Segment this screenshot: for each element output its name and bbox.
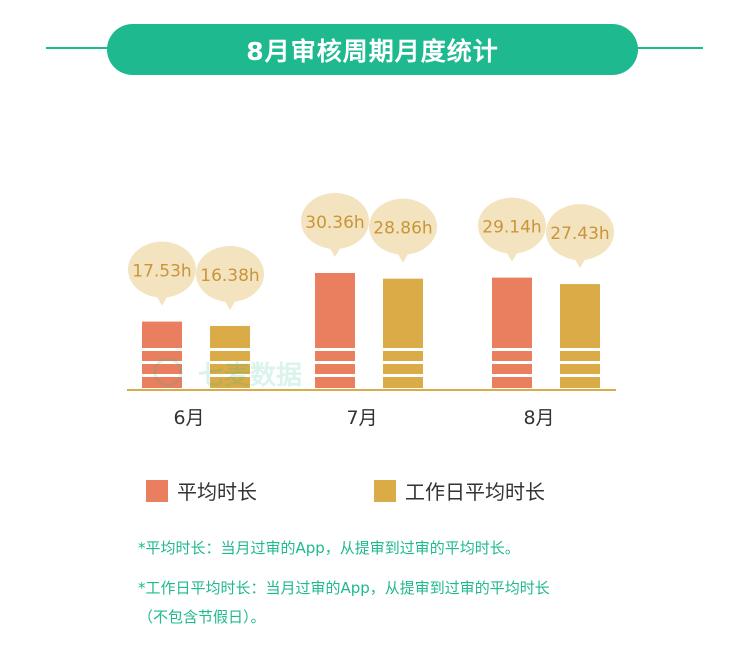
bar-avg-8: [492, 277, 532, 388]
title-line-left: [46, 47, 108, 49]
bar-avg-7: [315, 273, 355, 388]
bubble-shape: [478, 197, 546, 254]
bar-stripe: [492, 348, 532, 351]
value-bubble: 16.38h: [196, 245, 264, 310]
value-bubble: 30.36h: [301, 193, 369, 257]
bubble-shape: [301, 193, 369, 249]
bar-stripe: [315, 348, 355, 351]
bar-stripe: [315, 374, 355, 377]
legend-item-workday: 工作日平均时长: [374, 476, 545, 505]
legend-swatch-avg: [146, 479, 168, 502]
bar-stripe: [383, 361, 423, 364]
bar-chart: 17.53h 30.36h 29.14h 16.38h 28.86h 27.43h 6月 7月…: [127, 193, 616, 429]
bar-stripe: [383, 348, 423, 351]
bar-stripe: [210, 361, 250, 364]
legend-swatch-workday: [374, 479, 396, 502]
page-title: 8月审核周期月度统计: [107, 24, 638, 75]
watermark-text: 七麦数据: [198, 361, 302, 391]
data-label: 29.14h: [482, 218, 541, 238]
value-bubble: 29.14h: [478, 197, 546, 262]
bubble-shape: [546, 204, 614, 261]
bubble-tail: [155, 293, 169, 306]
data-label: 27.43h: [550, 224, 609, 244]
bubble-shape: [128, 241, 196, 298]
note-average: *平均时长：当月过审的App，从提审到过审的平均时长。: [138, 539, 520, 557]
data-label: 16.38h: [200, 266, 259, 286]
watermark-logo-icon: [153, 357, 183, 387]
value-bubble: 27.43h: [546, 204, 614, 269]
x-tick-label: 7月: [346, 407, 377, 429]
bar-avg-6: [142, 321, 182, 388]
legend-label-workday: 工作日平均时长: [405, 480, 545, 504]
bar-workday-7: [383, 278, 423, 388]
data-label: 30.36h: [305, 213, 364, 233]
bubble-tail: [505, 249, 519, 262]
title-line-right: [637, 47, 703, 49]
bubble-shape: [196, 245, 264, 302]
note-workday-cont: （不包含节假日）。: [138, 608, 266, 626]
bubble-tail: [223, 297, 237, 310]
bubble-shape: [369, 198, 437, 255]
legend-item-avg: 平均时长: [146, 476, 257, 505]
bar-stripe: [560, 361, 600, 364]
bar-stripe: [315, 361, 355, 364]
bar-stripe: [383, 374, 423, 377]
bar-stripe: [560, 374, 600, 377]
x-tick-label: 8月: [523, 407, 554, 429]
bar-stripe: [142, 374, 182, 377]
x-tick-label: 6月: [173, 407, 204, 429]
bar-stripe: [142, 348, 182, 351]
value-bubble: 17.53h: [128, 241, 196, 306]
data-label: 28.86h: [373, 219, 432, 239]
bar-workday-8: [560, 284, 600, 388]
bar-stripe: [210, 348, 250, 351]
bar-stripe: [142, 361, 182, 364]
bar-stripe: [210, 374, 250, 377]
bar-stripe: [492, 374, 532, 377]
bubble-tail: [573, 256, 587, 269]
bubble-tail: [396, 250, 410, 263]
bar-stripe: [560, 348, 600, 351]
note-workday: *工作日平均时长：当月过审的App，从提审到过审的平均时长: [138, 579, 550, 597]
data-label: 17.53h: [132, 262, 191, 282]
bar-workday-6: [210, 325, 250, 388]
value-bubble: 28.86h: [369, 198, 437, 263]
bar-stripe: [492, 361, 532, 364]
legend-label-avg: 平均时长: [177, 480, 257, 504]
bubble-tail: [328, 245, 342, 257]
